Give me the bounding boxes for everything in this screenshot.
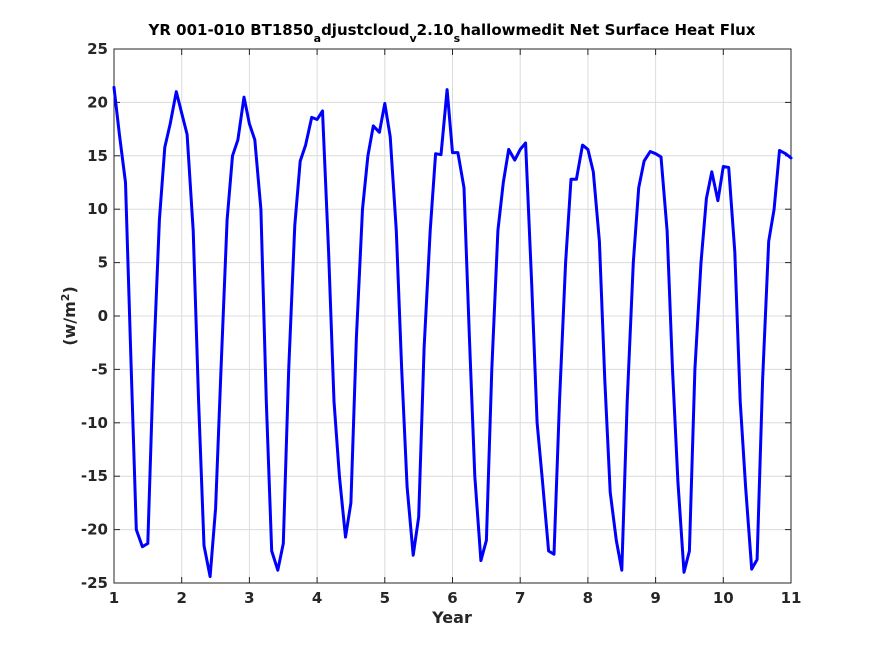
y-tick-label: 25 [87,40,108,58]
x-tick-label: 11 [781,589,802,607]
title-part-2: djustcloud [321,21,409,39]
x-tick-label: 8 [583,589,593,607]
x-tick-label: 4 [312,589,322,607]
y-tick-label: 0 [98,307,108,325]
y-label-part-2: ) [60,286,79,293]
x-tick-labels: 1 2 3 4 5 6 7 8 9 10 11 [109,589,802,607]
x-tick-label: 1 [109,589,119,607]
x-tick-label: 2 [176,589,186,607]
title-part-3: 2.10 [417,21,454,39]
y-label-superscript: 2 [59,294,72,302]
x-tick-label: 10 [713,589,734,607]
y-tick-label: -10 [81,414,108,432]
series-line-1 [112,85,793,579]
title-part-1: YR 001-010 BT1850 [148,21,314,39]
axis-ticks [113,48,792,584]
y-tick-label: 10 [87,200,108,218]
y-tick-label: 15 [87,147,108,165]
x-tick-label: 6 [447,589,457,607]
y-tick-label: -25 [81,574,108,592]
y-tick-label: -5 [91,360,108,378]
title-sub-s: s [454,32,461,45]
y-tick-label: -20 [81,521,108,539]
y-axis-label: (w/m2) [59,286,80,346]
y-tick-label: 5 [98,254,108,272]
series-layer [112,85,793,579]
x-tick-label: 9 [650,589,660,607]
x-tick-label: 7 [515,589,525,607]
title-sub-v: v [409,32,417,45]
x-axis-label: Year [431,608,472,627]
x-tick-label: 3 [244,589,254,607]
title-sub-a: a [314,32,321,45]
y-label-part-1: (w/m [60,301,79,346]
y-tick-label: 20 [87,93,108,111]
x-tick-label: 5 [380,589,390,607]
y-tick-labels: -25 -20 -15 -10 -5 0 5 10 15 20 25 [81,40,108,592]
chart-title: YR 001-010 BT1850adjustcloudv2.10shallow… [148,21,756,45]
title-part-4: hallowmedit Net Surface Heat Flux [460,21,756,39]
y-tick-label: -15 [81,467,108,485]
